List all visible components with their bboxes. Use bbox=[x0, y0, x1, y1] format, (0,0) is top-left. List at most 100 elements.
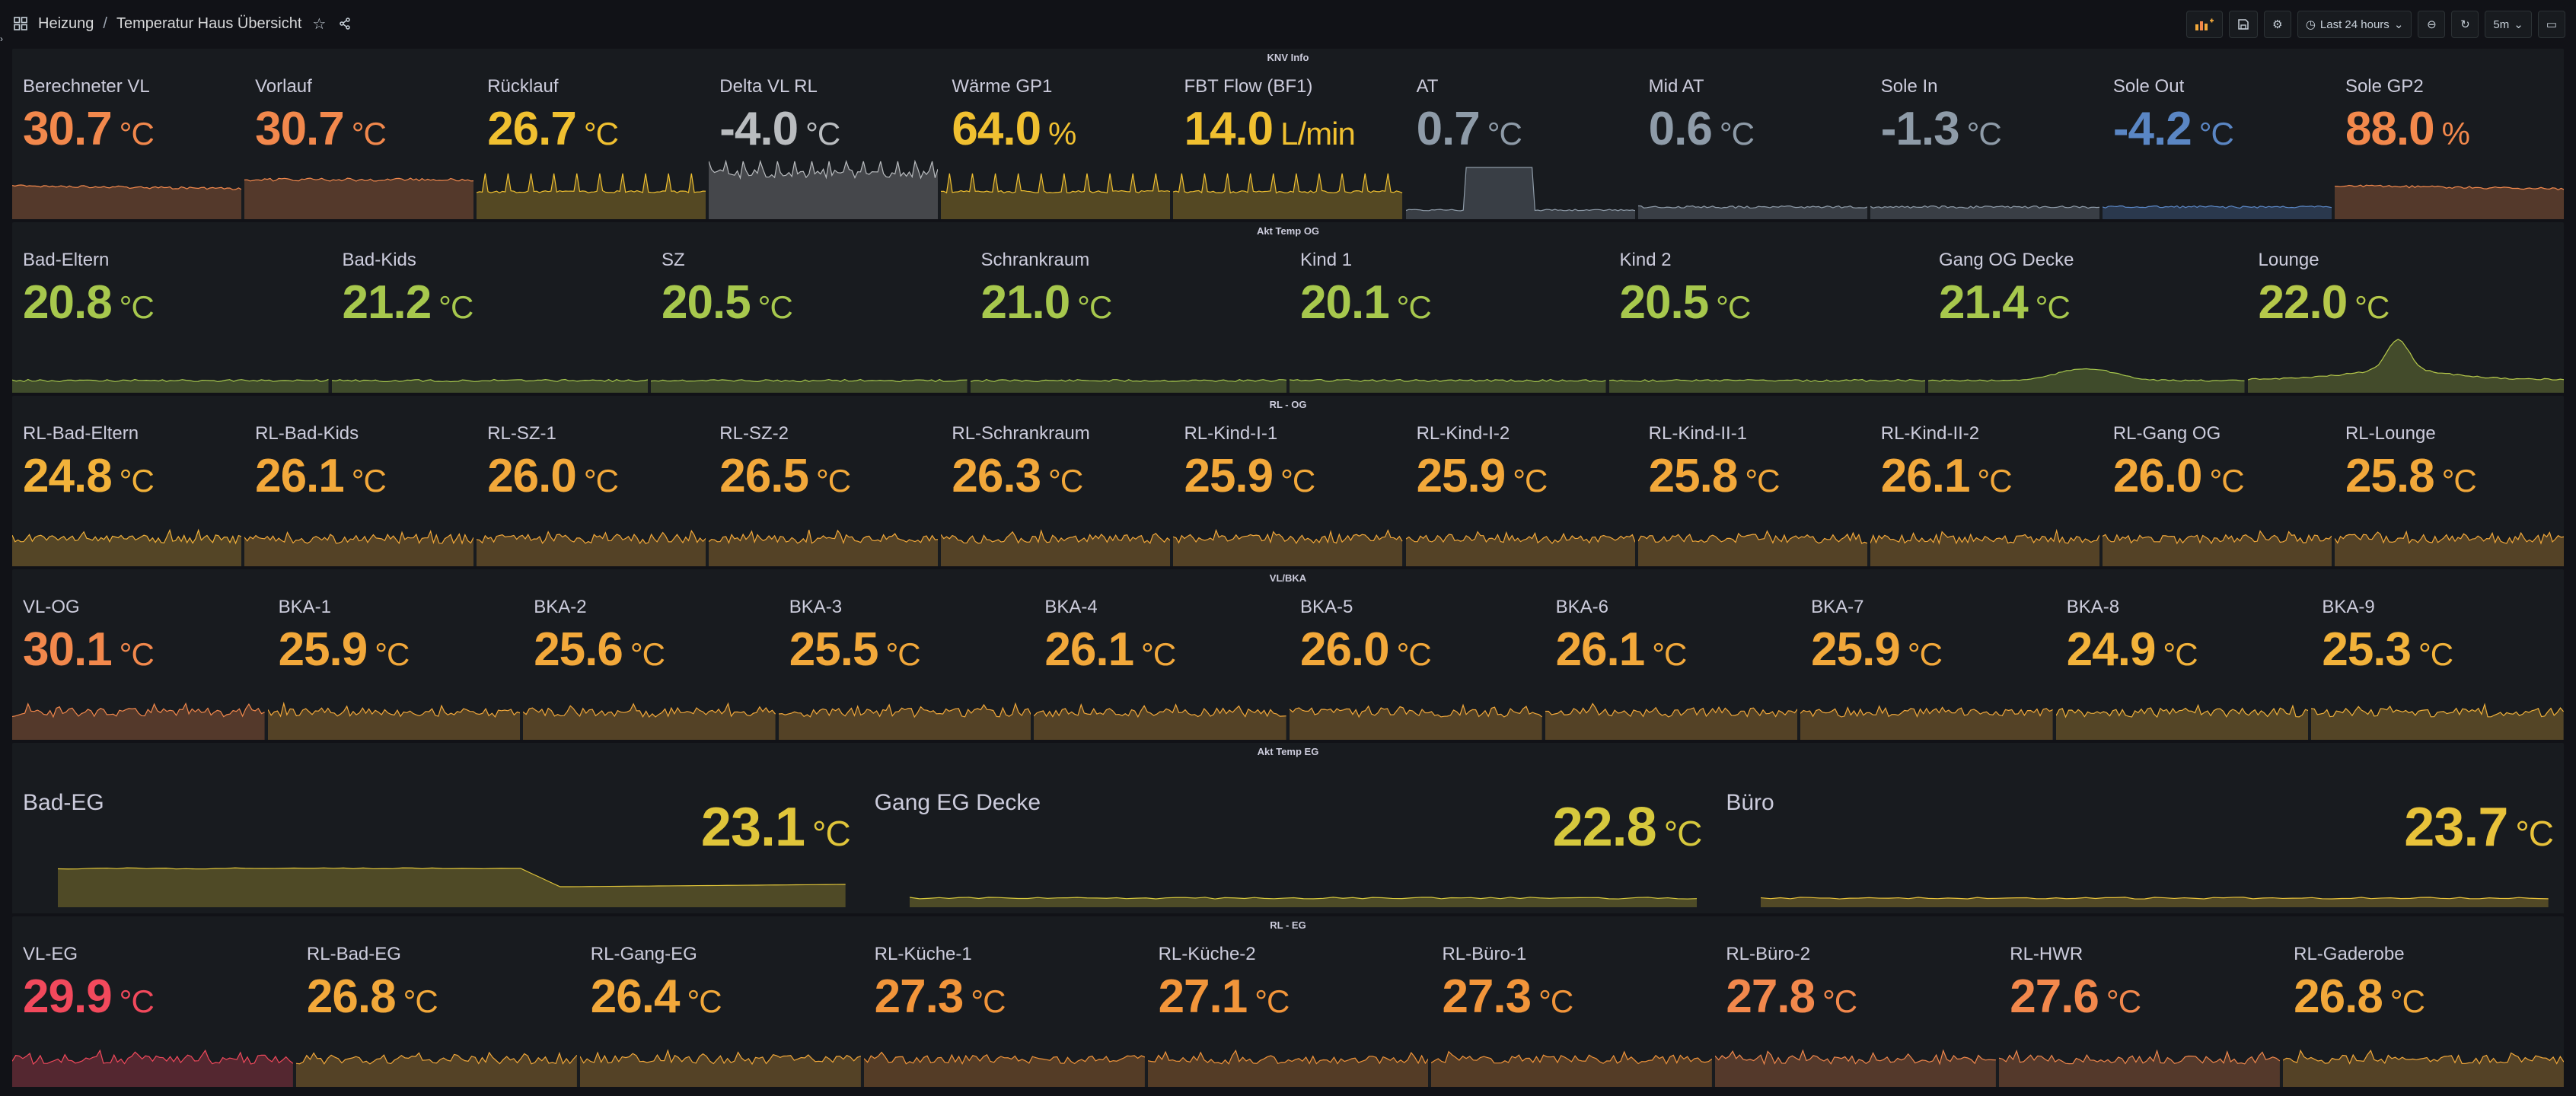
stat-value-group: 30.7 °C bbox=[255, 102, 387, 156]
stat-panel[interactable]: BKA-7 25.9 °C bbox=[1800, 589, 2053, 740]
stat-panel[interactable]: Mid AT 0.6 °C bbox=[1637, 68, 1867, 219]
stat-value: 27.3 bbox=[1442, 970, 1532, 1023]
stat-unit: °C bbox=[351, 116, 387, 151]
stat-panel[interactable]: RL-Küche-2 27.1 °C bbox=[1147, 936, 1429, 1087]
stat-panel[interactable]: BKA-1 25.9 °C bbox=[267, 589, 521, 740]
stat-panel[interactable]: FBT Flow (BF1) 14.0 L/min bbox=[1173, 68, 1403, 219]
row-title[interactable]: RL - OG bbox=[1269, 399, 1307, 410]
row-title[interactable]: VL/BKA bbox=[1269, 572, 1307, 584]
stat-value: 26.7 bbox=[487, 103, 577, 155]
stat-panel[interactable]: RL-Büro-1 27.3 °C bbox=[1431, 936, 1713, 1087]
stat-panel[interactable]: SZ 20.5 °C bbox=[651, 242, 968, 393]
sparkline-area bbox=[12, 1050, 293, 1087]
stat-panel[interactable]: RL-SZ-1 26.0 °C bbox=[477, 416, 706, 566]
sparkline-area bbox=[1147, 1050, 1429, 1087]
stat-panel[interactable]: RL-HWR 27.6 °C bbox=[1999, 936, 2281, 1087]
sparkline-area bbox=[58, 868, 846, 907]
stat-value: 0.6 bbox=[1648, 103, 1713, 155]
time-picker-button[interactable]: ◷ Last 24 hours ⌄ bbox=[2297, 11, 2412, 38]
stat-panel[interactable]: RL-Bad-Kids 26.1 °C bbox=[244, 416, 474, 566]
panel-title: RL-Büro-2 bbox=[1726, 944, 1811, 964]
stat-panel[interactable]: Sole GP2 88.0% bbox=[2334, 68, 2565, 219]
stat-panel[interactable]: Sole Out -4.2 °C bbox=[2102, 68, 2332, 219]
row-title[interactable]: RL - EG bbox=[1270, 919, 1306, 931]
dashboards-grid-icon[interactable] bbox=[12, 15, 29, 32]
refresh-interval-picker[interactable]: 5m ⌄ bbox=[2485, 11, 2532, 38]
save-dashboard-button[interactable] bbox=[2228, 11, 2258, 38]
stat-panel[interactable]: RL-Gang OG 26.0 °C bbox=[2102, 416, 2332, 566]
sparkline-chart bbox=[1545, 679, 1798, 740]
zoom-out-button[interactable]: ⊖ bbox=[2418, 11, 2446, 38]
stat-panel[interactable]: Berechneter VL 30.7 °C bbox=[12, 68, 242, 219]
sparkline-area bbox=[295, 1052, 577, 1087]
stat-panel[interactable]: RL-Küche-1 27.3 °C bbox=[863, 936, 1145, 1087]
stat-value-group: 25.8 °C bbox=[2345, 449, 2477, 503]
stat-panel[interactable]: Rücklauf 26.7 °C bbox=[477, 68, 706, 219]
stat-unit: °C bbox=[2106, 983, 2141, 1019]
stat-panel[interactable]: AT 0.7 °C bbox=[1405, 68, 1635, 219]
stat-panel[interactable]: RL-Kind-I-2 25.9 °C bbox=[1405, 416, 1635, 566]
stat-panel[interactable]: Delta VL RL -4.0 °C bbox=[709, 68, 939, 219]
stat-panel[interactable]: BKA-2 25.6 °C bbox=[523, 589, 776, 740]
star-icon[interactable]: ☆ bbox=[312, 15, 327, 33]
sparkline-chart bbox=[651, 332, 968, 393]
stat-value: 26.8 bbox=[2294, 970, 2383, 1023]
settings-button[interactable]: ⚙ bbox=[2263, 11, 2291, 38]
stat-panel[interactable]: RL-Lounge 25.8 °C bbox=[2334, 416, 2565, 566]
sparkline-line bbox=[1761, 897, 2549, 899]
stat-value: 26.1 bbox=[1880, 450, 1971, 502]
stat-panel[interactable]: BKA-8 24.9 °C bbox=[2055, 589, 2309, 740]
stat-panel[interactable]: BKA-5 26.0 °C bbox=[1289, 589, 1542, 740]
chevron-down-icon: ⌄ bbox=[2514, 18, 2523, 31]
stat-panel[interactable]: RL-Büro-2 27.8 °C bbox=[1715, 936, 1997, 1087]
stat-panel[interactable]: BKA-6 26.1 °C bbox=[1545, 589, 1798, 740]
dashboard-title[interactable]: Temperatur Haus Übersicht bbox=[116, 14, 302, 32]
stat-panel[interactable]: VL-OG 30.1 °C bbox=[12, 589, 265, 740]
sparkline-line bbox=[709, 161, 938, 178]
stat-panel[interactable]: BKA-3 25.5 °C bbox=[778, 589, 1031, 740]
stat-unit: °C bbox=[583, 463, 619, 499]
stat-unit: °C bbox=[2354, 289, 2389, 325]
stat-panel[interactable]: Wärme GP1 64.0% bbox=[941, 68, 1171, 219]
stat-panel[interactable]: Gang EG Decke 22.8 °C bbox=[863, 763, 1713, 913]
row-title[interactable]: KNV Info bbox=[1267, 52, 1309, 63]
stat-unit: °C bbox=[687, 983, 722, 1019]
stat-panel[interactable]: Kind 1 20.1 °C bbox=[1290, 242, 1606, 393]
stat-panel[interactable]: Vorlauf 30.7 °C bbox=[244, 68, 474, 219]
stat-panel[interactable]: BKA-4 26.1 °C bbox=[1034, 589, 1286, 740]
stat-panel[interactable]: VL-EG 29.9 °C bbox=[12, 936, 293, 1087]
stat-panel[interactable]: RL-Schrankraum 26.3 °C bbox=[941, 416, 1171, 566]
refresh-button[interactable]: ↻ bbox=[2451, 11, 2479, 38]
stat-panel[interactable]: RL-Kind-I-1 25.9 °C bbox=[1173, 416, 1403, 566]
stat-panel[interactable]: RL-Gang-EG 26.4 °C bbox=[579, 936, 861, 1087]
stat-panel[interactable]: BKA-9 25.3 °C bbox=[2311, 589, 2564, 740]
stat-panel[interactable]: RL-Kind-II-2 26.1 °C bbox=[1870, 416, 2099, 566]
stat-panel[interactable]: Kind 2 20.5 °C bbox=[1608, 242, 1925, 393]
stat-panel[interactable]: RL-SZ-2 26.5 °C bbox=[709, 416, 939, 566]
stat-panel[interactable]: Lounge 22.0 °C bbox=[2247, 242, 2564, 393]
stat-panel[interactable]: Bad-Eltern 20.8 °C bbox=[12, 242, 329, 393]
sparkline-chart bbox=[1290, 332, 1606, 393]
stat-panel[interactable]: RL-Kind-II-1 25.8 °C bbox=[1637, 416, 1867, 566]
stat-panel[interactable]: Büro 23.7 °C bbox=[1715, 763, 2565, 913]
breadcrumb-folder[interactable]: Heizung bbox=[38, 14, 94, 32]
row-title[interactable]: Akt Temp EG bbox=[1257, 746, 1319, 757]
stat-panel[interactable]: RL-Bad-Eltern 24.8 °C bbox=[12, 416, 242, 566]
share-icon[interactable] bbox=[336, 15, 353, 32]
sparkline-line bbox=[12, 380, 329, 382]
stat-unit: °C bbox=[1048, 463, 1083, 499]
row-title[interactable]: Akt Temp OG bbox=[1256, 225, 1320, 237]
stat-panel[interactable]: Bad-EG 23.1 °C bbox=[12, 763, 861, 913]
stat-panel[interactable]: Bad-Kids 21.2 °C bbox=[331, 242, 648, 393]
stat-panel[interactable]: RL-Bad-EG 26.8 °C bbox=[295, 936, 577, 1087]
sparkline-area bbox=[1405, 531, 1635, 566]
stat-panel[interactable]: RL-Gaderobe 26.8 °C bbox=[2283, 936, 2565, 1087]
tv-mode-button[interactable]: ▭ bbox=[2537, 11, 2565, 38]
add-panel-button[interactable] bbox=[2185, 11, 2223, 38]
stat-panel[interactable]: Sole In -1.3 °C bbox=[1870, 68, 2099, 219]
stat-panel[interactable]: Schrankraum 21.0 °C bbox=[970, 242, 1286, 393]
collapse-sidebar-icon[interactable]: › bbox=[0, 33, 3, 44]
sparkline-line bbox=[2103, 531, 2332, 543]
stat-panel[interactable]: Gang OG Decke 21.4 °C bbox=[1928, 242, 2245, 393]
sparkline-chart bbox=[1870, 505, 2099, 566]
